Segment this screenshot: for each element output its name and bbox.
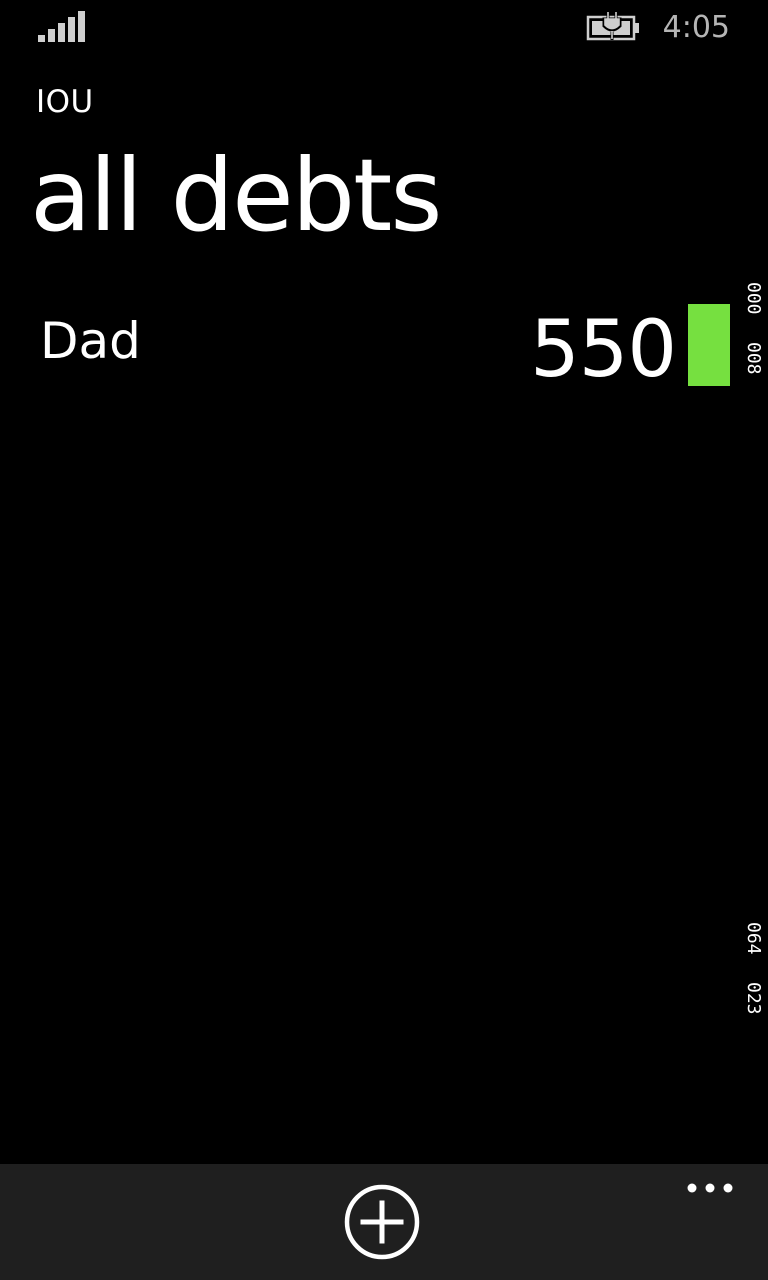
add-circle-icon [344,1184,420,1260]
status-time: 4:05 [662,10,730,45]
debt-list: Dad 550 [0,290,740,400]
signal-strength-icon [38,11,85,42]
debug-counter: 000 [743,282,764,315]
more-options-button[interactable] [678,1172,738,1202]
page-title: all debts [30,137,442,254]
debug-counter: 008 [743,342,764,375]
debug-counter: 023 [743,982,764,1015]
status-bar: 4:05 [0,0,768,56]
more-ellipsis-icon [687,1183,733,1193]
battery-charging-icon [586,12,639,41]
app-bar [0,1164,768,1280]
app-title: IOU [36,84,94,120]
debug-counter: 064 [743,922,764,955]
debt-amount: 550 [530,305,677,395]
debt-name: Dad [40,312,141,370]
add-debt-button[interactable] [344,1184,420,1260]
debt-color-indicator [688,304,730,386]
list-item[interactable]: Dad 550 [0,290,740,400]
